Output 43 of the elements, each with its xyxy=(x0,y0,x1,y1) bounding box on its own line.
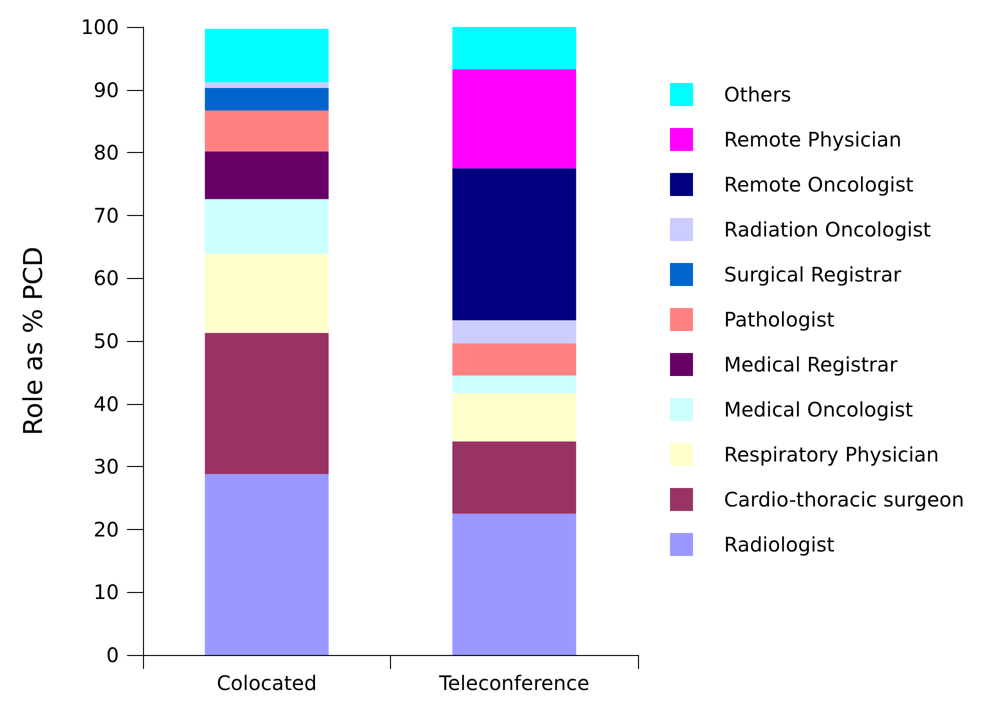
y-tick-label: 100 xyxy=(80,15,119,39)
y-tick-label: 30 xyxy=(94,454,119,479)
y-tick-label: 70 xyxy=(94,203,119,228)
y-tick-label: 10 xyxy=(94,580,119,604)
legend-label: Others xyxy=(724,82,792,106)
bar xyxy=(204,151,329,200)
legend-label: Cardio-thoracic surgeon xyxy=(724,488,964,512)
bar xyxy=(452,27,576,70)
y-axis-title: Role as % PCD xyxy=(19,246,49,436)
x-tick-label: Teleconference xyxy=(438,671,590,695)
legend-label: Medical Oncologist xyxy=(724,398,914,422)
legend-label: Remote Physician xyxy=(724,128,902,152)
bar xyxy=(452,376,576,394)
y-tick-label: 60 xyxy=(94,266,119,290)
bar xyxy=(452,344,576,376)
y-tick-label: 40 xyxy=(94,392,119,416)
bar xyxy=(204,332,329,474)
bar xyxy=(452,320,576,344)
y-tick-label: 20 xyxy=(94,517,119,542)
bar xyxy=(204,199,329,254)
x-tick-label: Colocated xyxy=(216,671,317,695)
bar xyxy=(204,474,329,655)
legend-label: Pathologist xyxy=(724,308,835,332)
bar xyxy=(452,69,576,168)
bar xyxy=(204,82,329,88)
legend-label: Respiratory Physician xyxy=(724,442,939,466)
bar xyxy=(204,88,329,111)
legend-label: Radiologist xyxy=(724,532,835,556)
bar xyxy=(204,254,329,333)
legend-label: Medical Registrar xyxy=(724,352,898,376)
y-tick-label: 80 xyxy=(94,140,119,165)
legend-label: Radiation Oncologist xyxy=(724,218,932,242)
y-tick-label: 90 xyxy=(94,78,119,102)
bar xyxy=(204,110,329,152)
bar xyxy=(204,28,329,82)
legend-label: Surgical Registrar xyxy=(724,262,902,286)
y-tick-label: 50 xyxy=(94,329,119,353)
bar xyxy=(452,441,576,514)
bar xyxy=(452,393,576,442)
bar xyxy=(452,514,576,655)
y-tick-label: 0 xyxy=(106,643,119,667)
legend-label: Remote Oncologist xyxy=(724,172,914,196)
bar xyxy=(452,168,576,320)
